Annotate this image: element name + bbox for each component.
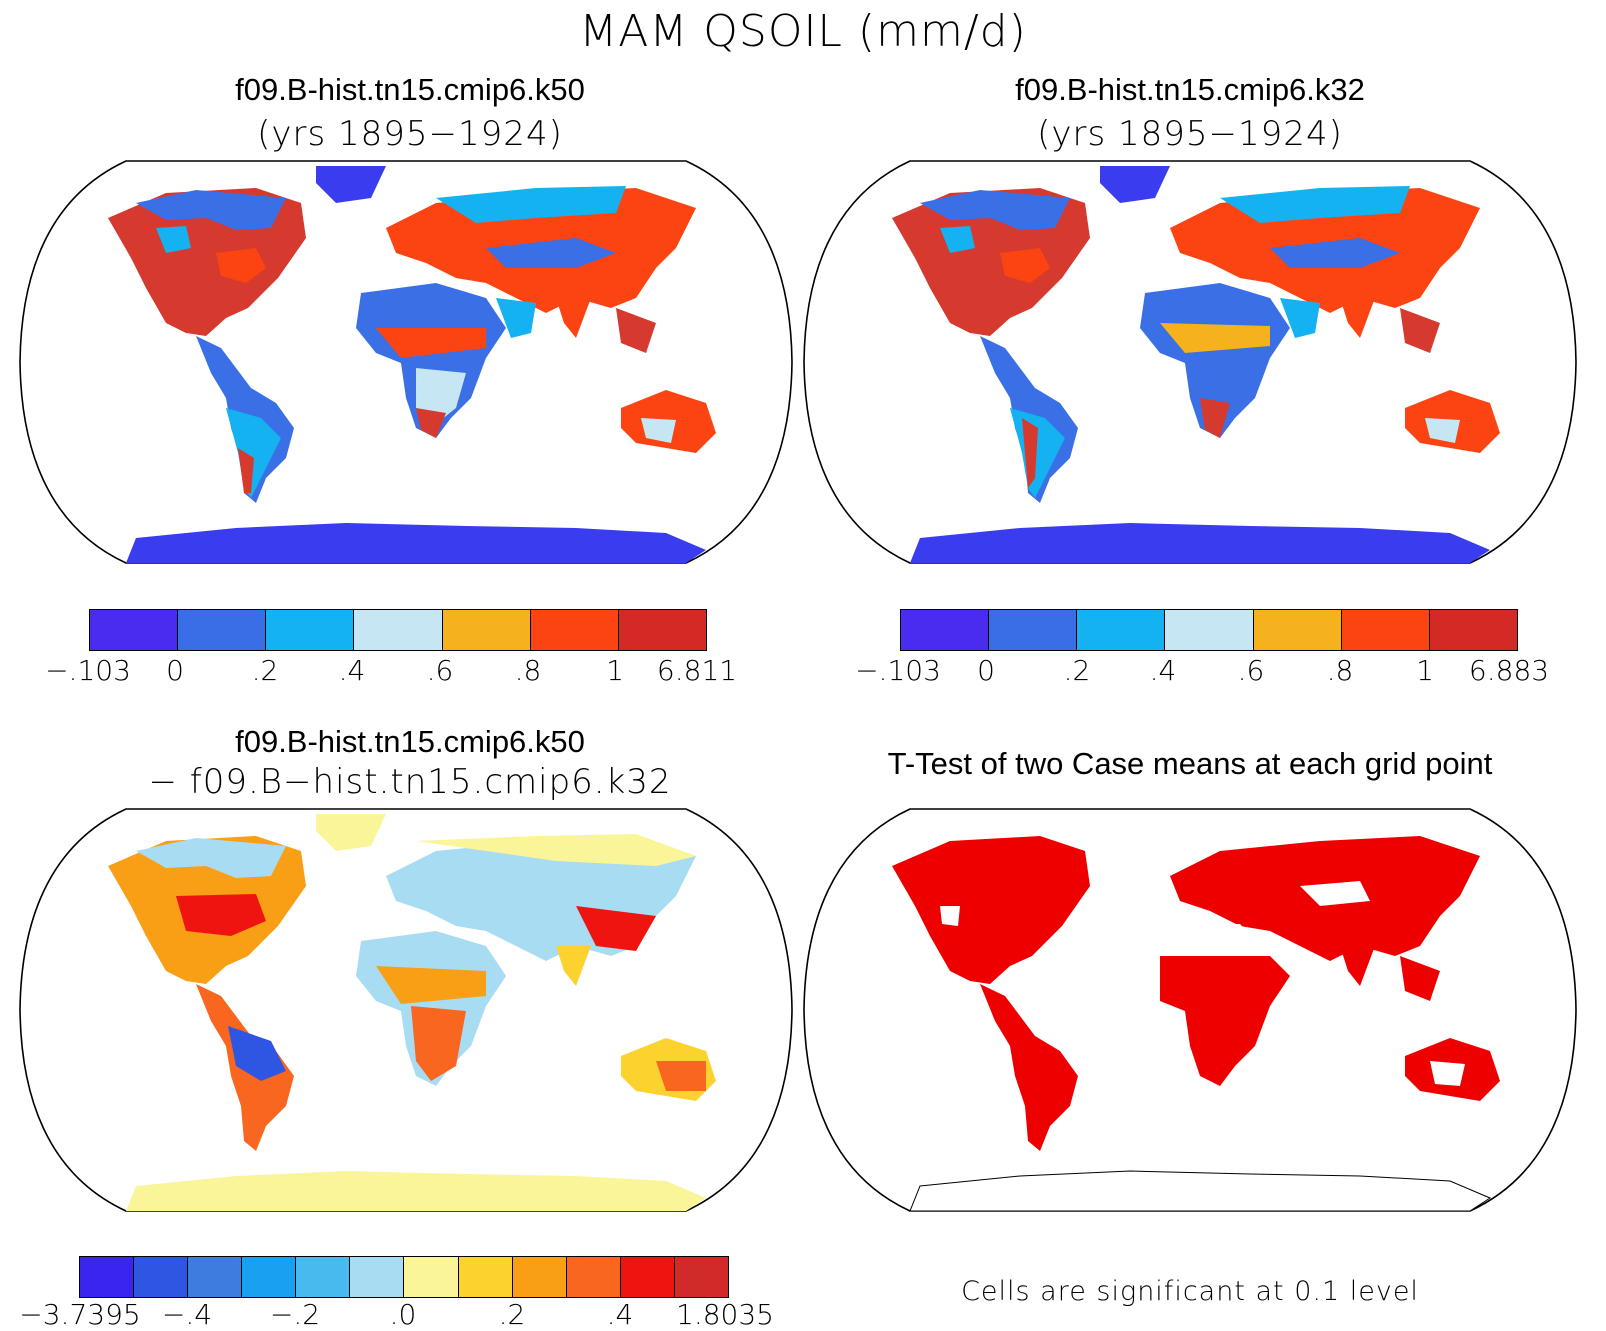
colorbar-swatch-8 (458, 1257, 513, 1297)
colorbar-swatch-6 (1341, 610, 1430, 650)
colorbar-swatch-2 (989, 610, 1078, 650)
figure-title: MAM QSOIL (mm/d) (579, 6, 1027, 57)
colorbar-swatch-2 (134, 1257, 189, 1297)
colorbar-swatch-1 (901, 610, 990, 650)
panel3-map-svg (19, 808, 793, 1212)
colorbar-tick-label: .2 (1063, 654, 1091, 687)
colorbar-swatch-1 (90, 610, 179, 650)
colorbar-swatch-7 (618, 610, 706, 650)
colorbar-swatch-4 (1165, 610, 1254, 650)
colorbar-tick-label: .4 (338, 654, 366, 687)
panel2-subtitle: (yrs 1895−1924) (1037, 114, 1343, 154)
panel3-map (16, 806, 796, 1214)
panel2-title: f09.B-hist.tn15.cmip6.k32 (1015, 72, 1365, 107)
panel3-subtitle: − f09.B−hist.tn15.cmip6.k32 (148, 762, 672, 802)
colorbar-swatch-2 (178, 610, 267, 650)
colorbar-swatch-11 (620, 1257, 675, 1297)
colorbar-tick-label: .0 (389, 1298, 417, 1331)
colorbar-tick-label: .8 (514, 654, 542, 687)
colorbar-tick-label: 0 (977, 654, 995, 687)
colorbar-tick-label: −.4 (161, 1298, 213, 1331)
colorbar-tick-label: .4 (606, 1298, 634, 1331)
colorbar-tick-label: .2 (498, 1298, 526, 1331)
colorbar-swatch-5 (1253, 610, 1342, 650)
colorbar-tick-label: 6.883 (1468, 654, 1550, 687)
colorbar-swatch-1 (80, 1257, 135, 1297)
panel2-colorbar-labels: −.103 0 .2 .4 .6 .8 1 6.883 (0, 654, 1606, 694)
colorbar-tick-label: .2 (251, 654, 279, 687)
panel1-subtitle: (yrs 1895−1924) (257, 114, 563, 154)
colorbar-swatch-5 (442, 610, 531, 650)
colorbar-swatch-5 (296, 1257, 351, 1297)
panel3-colorbar (79, 1256, 729, 1298)
colorbar-swatch-10 (566, 1257, 621, 1297)
panel4-title: T-Test of two Case means at each grid po… (887, 746, 1493, 781)
panel2-colorbar (900, 609, 1518, 651)
panel1-colorbar (89, 609, 707, 651)
panel4-map (800, 806, 1580, 1214)
colorbar-tick-label: −.103 (855, 654, 941, 687)
colorbar-tick-label: 1 (606, 654, 624, 687)
panel2-map-svg (803, 160, 1577, 564)
colorbar-swatch-3 (266, 610, 355, 650)
colorbar-swatch-4 (242, 1257, 297, 1297)
panel3-title: f09.B-hist.tn15.cmip6.k50 (235, 724, 585, 759)
colorbar-swatch-3 (1077, 610, 1166, 650)
panel1-map-svg (19, 160, 793, 564)
colorbar-tick-label: .8 (1326, 654, 1354, 687)
panel2-map (800, 158, 1580, 566)
colorbar-tick-label: .6 (1237, 654, 1265, 687)
colorbar-swatch-7 (1429, 610, 1517, 650)
colorbar-tick-label: −.103 (45, 654, 131, 687)
panel1-map (16, 158, 796, 566)
colorbar-tick-label: 1.8035 (676, 1298, 774, 1331)
colorbar-tick-label: .6 (426, 654, 454, 687)
colorbar-swatch-12 (674, 1257, 728, 1297)
colorbar-swatch-4 (354, 610, 443, 650)
colorbar-tick-label: −.2 (269, 1298, 321, 1331)
colorbar-swatch-9 (512, 1257, 567, 1297)
colorbar-swatch-3 (188, 1257, 243, 1297)
colorbar-swatch-7 (404, 1257, 459, 1297)
panel4-map-svg (803, 808, 1577, 1212)
panel1-title: f09.B-hist.tn15.cmip6.k50 (235, 72, 585, 107)
colorbar-swatch-6 (530, 610, 619, 650)
colorbar-tick-label: −3.7395 (19, 1298, 141, 1331)
colorbar-swatch-6 (350, 1257, 405, 1297)
panel3-colorbar-labels: −3.7395 −.4 −.2 .0 .2 .4 1.8035 (0, 1298, 800, 1331)
colorbar-tick-label: 6.811 (656, 654, 738, 687)
panel1-colorbar-labels: −.103 0 .2 .4 .6 .8 1 6.811 (0, 654, 800, 694)
colorbar-tick-label: 0 (166, 654, 184, 687)
colorbar-tick-label: 1 (1416, 654, 1434, 687)
colorbar-tick-label: .4 (1149, 654, 1177, 687)
significance-note: Cells are significant at 0.1 level (961, 1276, 1419, 1307)
